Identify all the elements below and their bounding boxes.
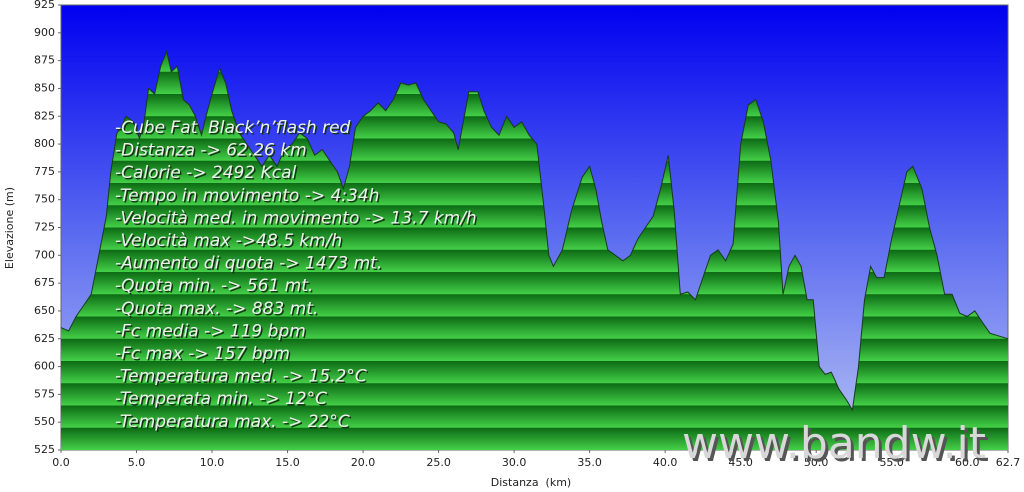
annotation-shadow: -Calorie -> 2492 Kcal bbox=[117, 165, 298, 185]
x-tick-label: 5.0 bbox=[128, 456, 146, 469]
annotation: -Fc max -> 157 bpm bbox=[115, 344, 290, 364]
y-tick-label: 850 bbox=[34, 81, 55, 94]
y-tick-label: 775 bbox=[34, 165, 55, 178]
x-tick-label: 0.0 bbox=[52, 456, 70, 469]
annotation: -Velocità med. in movimento -> 13.7 km/h bbox=[115, 208, 477, 228]
y-axis-label: Elevazione (m) bbox=[3, 187, 16, 269]
annotation: -Distanza -> 62.26 km bbox=[115, 141, 307, 161]
annotation-shadow: -Quota min. -> 561 mt. bbox=[117, 278, 315, 298]
y-tick-label: 925 bbox=[34, 0, 55, 11]
y-tick-label: 525 bbox=[34, 443, 55, 456]
annotation: -Temperata min. -> 12°C bbox=[115, 389, 327, 409]
annotation: -Tempo in movimento -> 4:34h bbox=[115, 186, 379, 206]
annotation-shadow: -Fc media -> 119 bpm bbox=[117, 323, 308, 343]
y-tick-label: 800 bbox=[34, 137, 55, 150]
annotation: -Quota max. -> 883 mt. bbox=[115, 299, 318, 319]
y-tick-label: 575 bbox=[34, 387, 55, 400]
annotation-shadow: -Velocità max ->48.5 km/h bbox=[117, 233, 344, 253]
annotation-shadow: -Temperata min. -> 12°C bbox=[117, 391, 329, 411]
x-tick-label: 45.0 bbox=[728, 456, 753, 469]
annotation-shadow: -Aumento di quota -> 1473 mt. bbox=[117, 255, 384, 275]
annotation-shadow: -Quota max. -> 883 mt. bbox=[117, 300, 320, 320]
annotation: -Quota min. -> 561 mt. bbox=[115, 276, 313, 296]
annotation: -Aumento di quota -> 1473 mt. bbox=[115, 254, 382, 274]
annotation: -Calorie -> 2492 Kcal bbox=[115, 163, 296, 183]
annotation-shadow: -Cube Fat Black’n’flash red bbox=[117, 120, 353, 140]
x-tick-label: 30.0 bbox=[502, 456, 527, 469]
annotation-shadow: -Tempo in movimento -> 4:34h bbox=[117, 187, 381, 207]
annotation: -Velocità max ->48.5 km/h bbox=[115, 231, 342, 251]
y-tick-label: 550 bbox=[34, 415, 55, 428]
x-tick-label: 15.0 bbox=[275, 456, 300, 469]
x-tick-label: 10.0 bbox=[200, 456, 225, 469]
y-tick-label: 675 bbox=[34, 276, 55, 289]
x-tick-label: 60.0 bbox=[955, 456, 980, 469]
x-axis-label: Distanza (km) bbox=[491, 476, 571, 489]
y-tick-label: 825 bbox=[34, 109, 55, 122]
annotation-shadow: -Temperatura max. -> 22°C bbox=[117, 413, 352, 433]
elevation-line bbox=[60, 50, 1009, 412]
y-tick-label: 625 bbox=[34, 332, 55, 345]
annotation: -Temperatura med. -> 15.2°C bbox=[115, 367, 367, 387]
x-tick-label: 55.0 bbox=[879, 456, 904, 469]
watermark-shadow: www.bandw.it bbox=[685, 421, 989, 472]
x-tick-label: 50.0 bbox=[804, 456, 829, 469]
y-tick-label: 600 bbox=[34, 360, 55, 373]
x-tick-label: 35.0 bbox=[577, 456, 602, 469]
y-tick-label: 700 bbox=[34, 248, 55, 261]
annotation: -Cube Fat Black’n’flash red bbox=[115, 118, 351, 138]
y-tick-label: 650 bbox=[34, 304, 55, 317]
annotation-shadow: -Velocità med. in movimento -> 13.7 km/h bbox=[117, 210, 479, 230]
annotation: -Fc media -> 119 bpm bbox=[115, 321, 306, 341]
y-tick-label: 750 bbox=[34, 193, 55, 206]
watermark: www.bandw.it bbox=[682, 418, 986, 469]
x-tick-label: 20.0 bbox=[351, 456, 376, 469]
x-tick-label: 62.7 bbox=[996, 456, 1021, 469]
elevation-area bbox=[61, 51, 1008, 450]
y-tick-label: 900 bbox=[34, 26, 55, 39]
x-tick-label: 40.0 bbox=[653, 456, 678, 469]
y-tick-label: 725 bbox=[34, 221, 55, 234]
x-tick-label: 25.0 bbox=[426, 456, 451, 469]
annotation-shadow: -Distanza -> 62.26 km bbox=[117, 142, 309, 162]
annotation-shadow: -Temperatura med. -> 15.2°C bbox=[117, 368, 369, 388]
y-tick-label: 875 bbox=[34, 54, 55, 67]
annotation: -Temperatura max. -> 22°C bbox=[115, 412, 350, 432]
annotation-shadow: -Fc max -> 157 bpm bbox=[117, 346, 292, 366]
